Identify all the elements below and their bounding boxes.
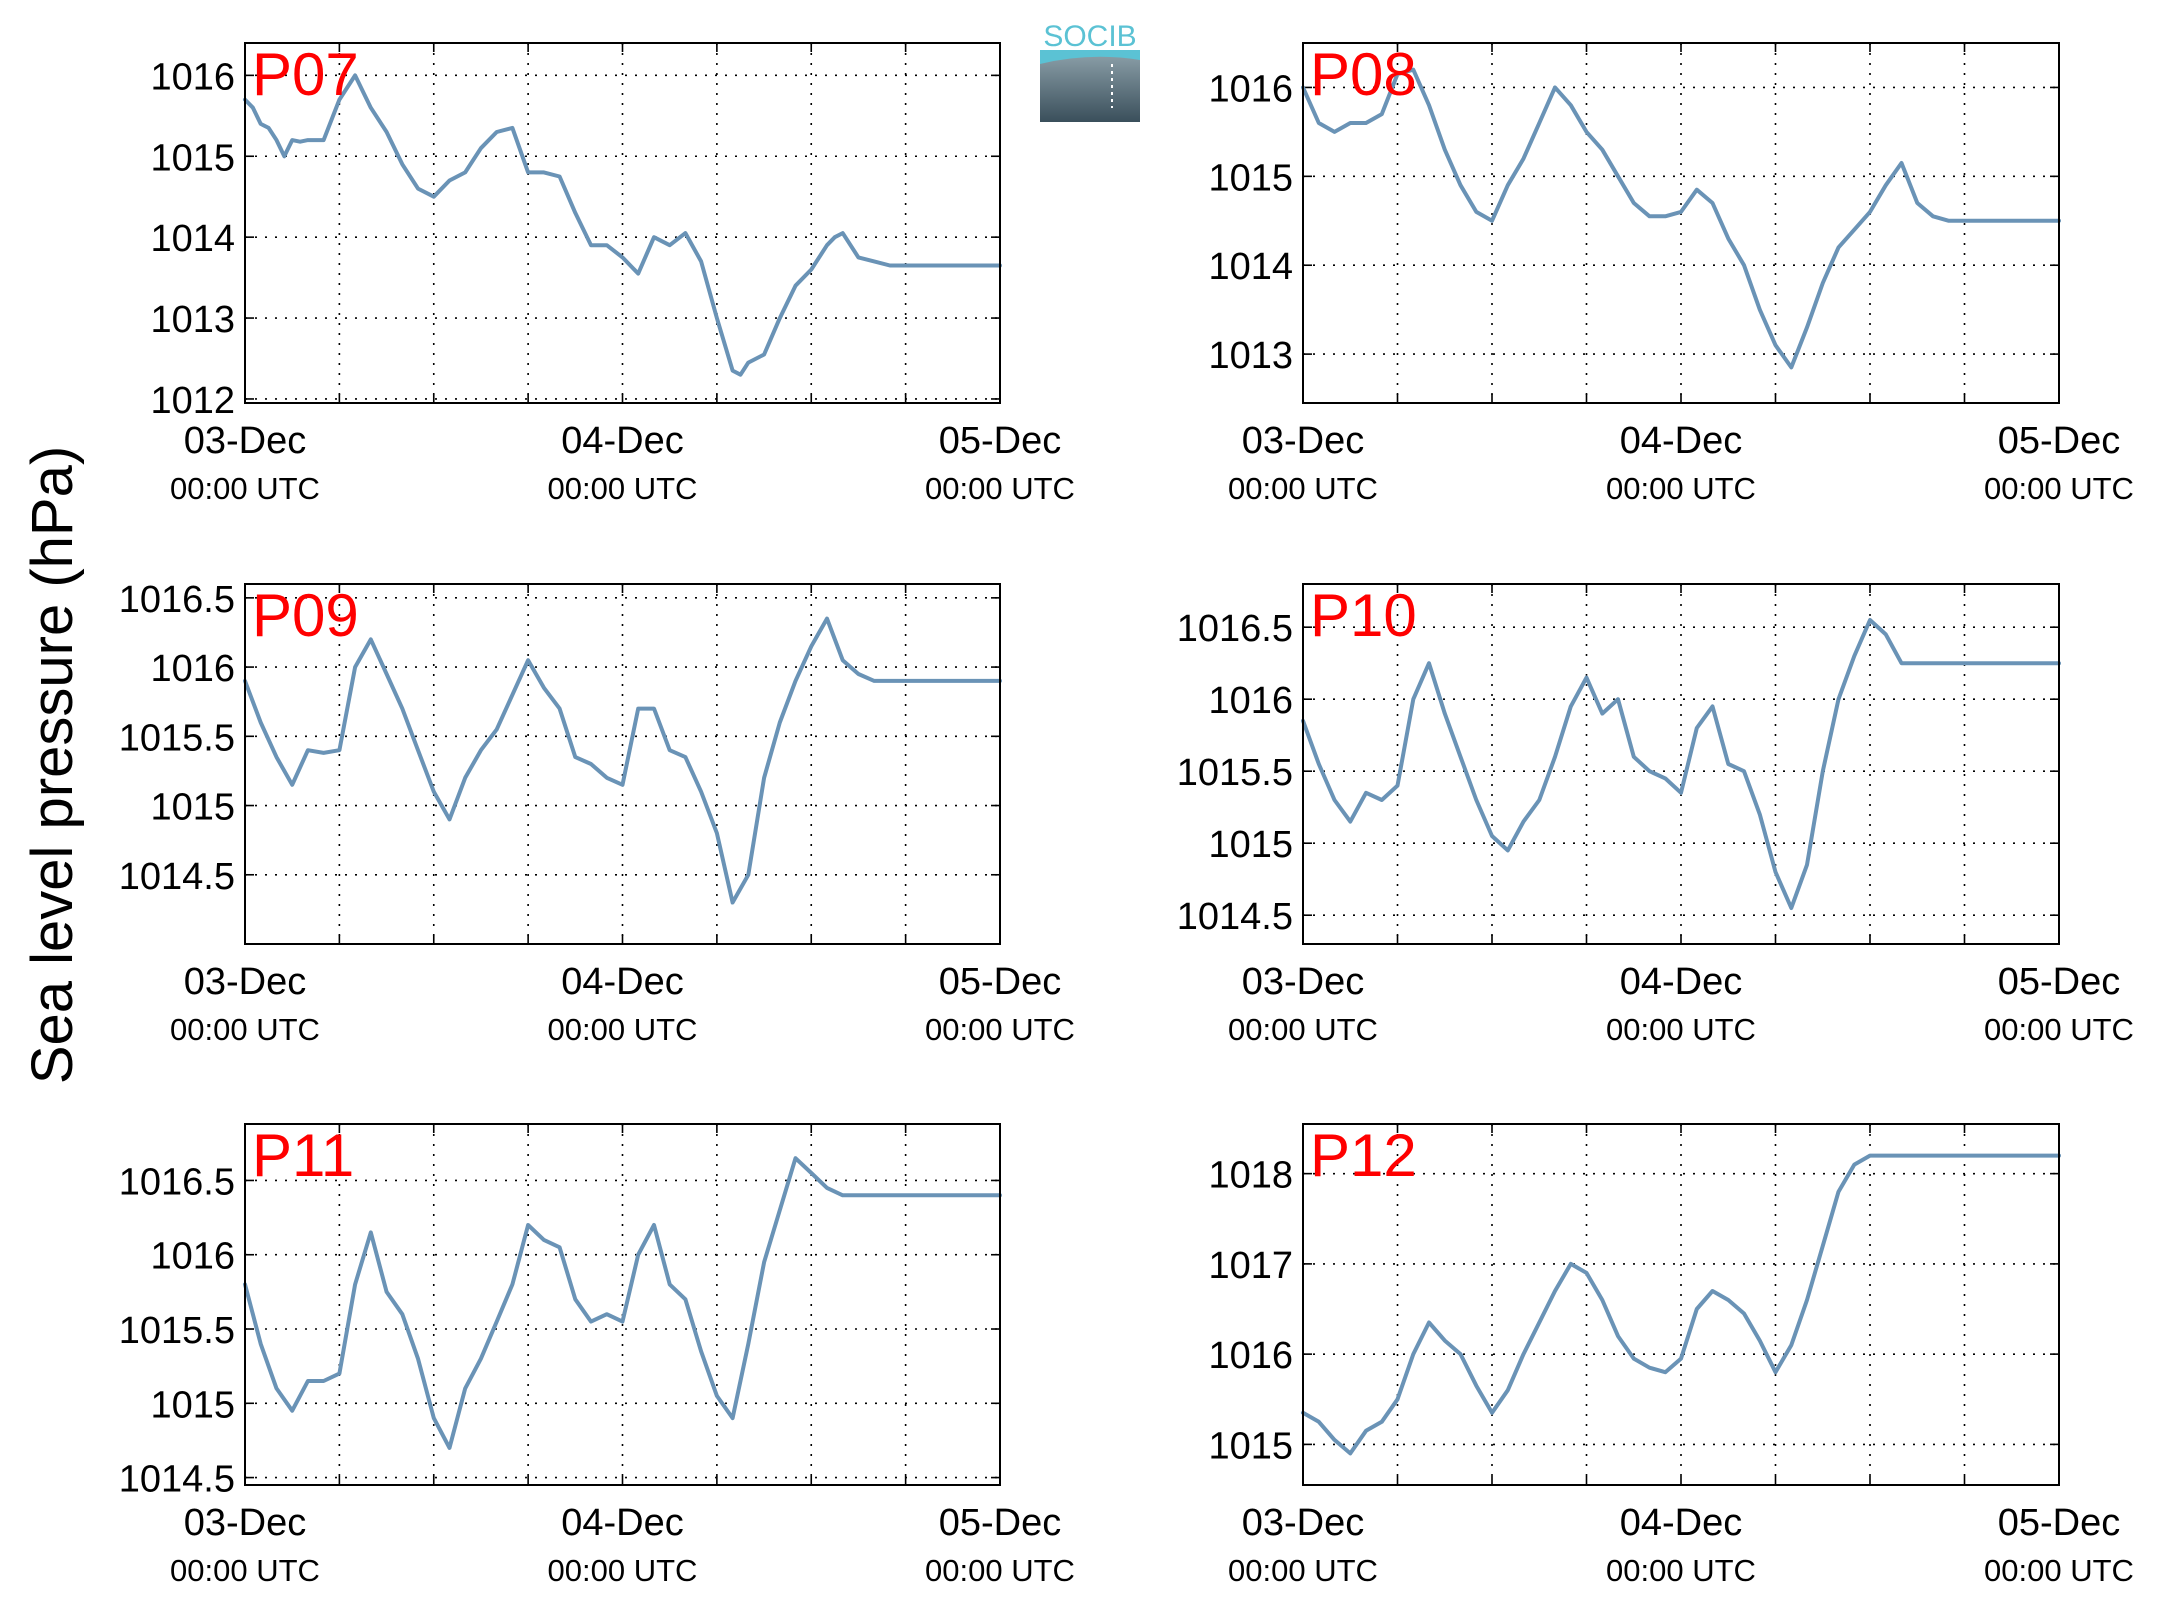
x-tick-label-date: 03-Dec bbox=[1242, 1502, 1365, 1544]
panel-p10: 1014.5 1015 1015.5 1016 1016.5 03-Dec 00:00 UT… bbox=[1177, 582, 2134, 1047]
y-tick-label: 1015.5 bbox=[1177, 752, 1293, 794]
y-tick-label: 1014 bbox=[1208, 246, 1293, 288]
x-tick-label-time: 00:00 UTC bbox=[1606, 471, 1756, 506]
pressure-line bbox=[1301, 67, 2061, 370]
pressure-line bbox=[243, 1156, 1002, 1450]
y-tick-label: 1015 bbox=[1208, 824, 1293, 866]
pressure-line bbox=[243, 616, 1002, 905]
socib-logo-block bbox=[1040, 50, 1140, 122]
x-tick-label-date: 04-Dec bbox=[1620, 420, 1743, 462]
panel-label: P07 bbox=[252, 41, 359, 108]
x-tick-label-time: 00:00 UTC bbox=[1228, 1012, 1378, 1047]
x-tick-label-date: 05-Dec bbox=[1998, 1502, 2121, 1544]
x-tick-label-date: 05-Dec bbox=[939, 420, 1062, 462]
panel-p09: 1014.5 1015 1015.5 1016 1016.5 03-Dec 00:00 UT… bbox=[119, 579, 1075, 1047]
y-tick-label: 1016.5 bbox=[1177, 608, 1293, 650]
y-tick-label: 1013 bbox=[150, 299, 235, 341]
panel-label: P09 bbox=[252, 582, 359, 649]
y-tick-label: 1018 bbox=[1208, 1155, 1293, 1197]
socib-logo-text: SOCIB bbox=[1043, 20, 1136, 53]
x-tick-label-date: 05-Dec bbox=[939, 961, 1062, 1003]
y-axis-label: Sea level pressure (hPa) bbox=[20, 446, 85, 1084]
y-tick-label: 1015 bbox=[150, 1384, 235, 1426]
x-tick-label-date: 04-Dec bbox=[561, 961, 684, 1003]
plot-frame bbox=[244, 1123, 1001, 1486]
panel-label: P08 bbox=[1310, 41, 1417, 108]
plot-frame bbox=[244, 583, 1001, 945]
y-tick-label: 1016 bbox=[150, 648, 235, 690]
plot-frame bbox=[244, 42, 1001, 404]
x-tick-label-date: 03-Dec bbox=[1242, 961, 1365, 1003]
y-tick-label: 1014.5 bbox=[1177, 896, 1293, 938]
x-tick-label-time: 00:00 UTC bbox=[1228, 1553, 1378, 1588]
y-tick-label: 1016 bbox=[150, 1236, 235, 1278]
x-tick-label-time: 00:00 UTC bbox=[1984, 471, 2134, 506]
y-tick-label: 1012 bbox=[150, 380, 235, 422]
plot-frame bbox=[1302, 1123, 2060, 1486]
y-tick-label: 1015 bbox=[1208, 157, 1293, 199]
panel-p08: 1013 1014 1015 1016 03-Dec 00:00 UTC 04-Dec 00:… bbox=[1208, 41, 2134, 506]
y-tick-label: 1015 bbox=[150, 137, 235, 179]
pressure-line bbox=[1301, 1153, 2061, 1456]
y-tick-label: 1016 bbox=[150, 56, 235, 98]
y-tick-label: 1016 bbox=[1208, 680, 1293, 722]
y-tick-label: 1015 bbox=[150, 787, 235, 829]
y-tick-label: 1017 bbox=[1208, 1245, 1293, 1287]
x-tick-label-date: 04-Dec bbox=[561, 420, 684, 462]
x-tick-label-date: 04-Dec bbox=[1620, 1502, 1743, 1544]
x-tick-label-date: 03-Dec bbox=[184, 420, 307, 462]
x-tick-label-date: 04-Dec bbox=[1620, 961, 1743, 1003]
panel-label: P12 bbox=[1310, 1122, 1417, 1189]
socib-logo: SOCIB bbox=[1040, 20, 1140, 122]
x-tick-label-time: 00:00 UTC bbox=[548, 1012, 698, 1047]
y-tick-label: 1013 bbox=[1208, 335, 1293, 377]
x-tick-label-date: 05-Dec bbox=[939, 1502, 1062, 1544]
x-tick-label-time: 00:00 UTC bbox=[925, 471, 1075, 506]
x-tick-label-time: 00:00 UTC bbox=[925, 1012, 1075, 1047]
socib-logo-wave bbox=[1040, 50, 1140, 64]
y-tick-label: 1015 bbox=[1208, 1425, 1293, 1467]
x-tick-label-time: 00:00 UTC bbox=[1606, 1553, 1756, 1588]
x-tick-label-date: 05-Dec bbox=[1998, 420, 2121, 462]
x-tick-label-time: 00:00 UTC bbox=[548, 471, 698, 506]
x-tick-label-time: 00:00 UTC bbox=[925, 1553, 1075, 1588]
y-tick-label: 1016 bbox=[1208, 1335, 1293, 1377]
pressure-line bbox=[243, 73, 1002, 377]
x-tick-label-time: 00:00 UTC bbox=[170, 471, 320, 506]
y-tick-label: 1014.5 bbox=[119, 856, 235, 898]
panels: 1012 1013 1014 1015 1016 03-Dec 00:00 UTC 04-De… bbox=[119, 41, 2134, 1588]
y-tick-label: 1015.5 bbox=[119, 1310, 235, 1352]
panel-p07: 1012 1013 1014 1015 1016 03-Dec 00:00 UTC 04-De… bbox=[150, 41, 1075, 506]
panel-label: P10 bbox=[1310, 582, 1417, 649]
x-tick-label-time: 00:00 UTC bbox=[1984, 1553, 2134, 1588]
y-tick-label: 1016 bbox=[1208, 68, 1293, 110]
x-tick-label-time: 00:00 UTC bbox=[1228, 471, 1378, 506]
y-tick-label: 1014 bbox=[150, 218, 235, 260]
x-tick-label-date: 03-Dec bbox=[184, 961, 307, 1003]
plot-frame bbox=[1302, 583, 2060, 945]
x-tick-label-time: 00:00 UTC bbox=[170, 1012, 320, 1047]
x-tick-label-time: 00:00 UTC bbox=[1984, 1012, 2134, 1047]
y-tick-label: 1015.5 bbox=[119, 717, 235, 759]
panel-label: P11 bbox=[252, 1122, 354, 1189]
x-tick-label-date: 04-Dec bbox=[561, 1502, 684, 1544]
x-tick-label-date: 03-Dec bbox=[1242, 420, 1365, 462]
x-tick-label-time: 00:00 UTC bbox=[1606, 1012, 1756, 1047]
y-tick-label: 1016.5 bbox=[119, 1161, 235, 1203]
x-tick-label-date: 05-Dec bbox=[1998, 961, 2121, 1003]
pressure-line bbox=[1301, 618, 2061, 910]
x-tick-label-time: 00:00 UTC bbox=[170, 1553, 320, 1588]
panel-p12: 1015 1016 1017 1018 03-Dec 00:00 UTC 04-Dec 00:… bbox=[1208, 1122, 2134, 1588]
y-tick-label: 1014.5 bbox=[119, 1459, 235, 1501]
panel-p11: 1014.5 1015 1015.5 1016 1016.5 03-Dec 00:00 UT… bbox=[119, 1122, 1075, 1588]
x-tick-label-date: 03-Dec bbox=[184, 1502, 307, 1544]
x-tick-label-time: 00:00 UTC bbox=[548, 1553, 698, 1588]
y-tick-label: 1016.5 bbox=[119, 579, 235, 621]
plot-frame bbox=[1302, 42, 2060, 404]
